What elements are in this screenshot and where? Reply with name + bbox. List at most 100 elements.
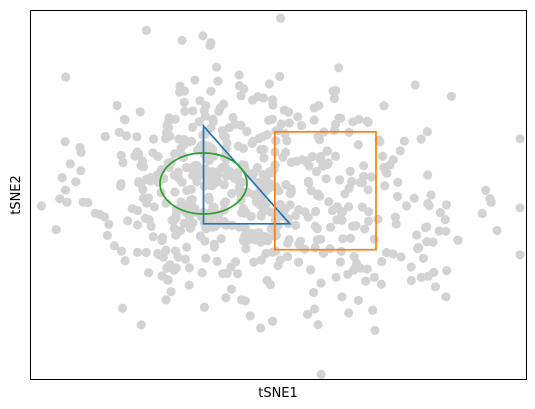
scatter-point	[359, 172, 368, 181]
scatter-point	[370, 326, 379, 335]
scatter-point	[300, 156, 309, 165]
scatter-point	[310, 115, 319, 124]
scatter-point	[423, 170, 432, 179]
scatter-point	[182, 243, 191, 252]
scatter-point	[185, 263, 194, 272]
scatter-point	[335, 175, 344, 184]
scatter-point	[149, 134, 158, 143]
scatter-point	[249, 258, 258, 267]
scatter-point	[442, 200, 451, 209]
scatter-point	[354, 115, 363, 124]
scatter-point	[133, 220, 142, 229]
scatter-point	[367, 172, 376, 181]
scatter-point	[330, 94, 339, 103]
scatter-point	[493, 226, 502, 235]
scatter-point	[213, 177, 222, 186]
scatter-point	[389, 155, 398, 164]
scatter-point	[309, 288, 318, 297]
scatter-point	[239, 144, 248, 153]
scatter-point	[172, 214, 181, 223]
scatter-point	[144, 268, 153, 277]
scatter-point	[379, 101, 388, 110]
scatter-point	[235, 71, 244, 80]
scatter-point	[130, 151, 139, 160]
scatter-point	[141, 214, 150, 223]
scatter-point	[487, 198, 496, 207]
scatter-point	[235, 177, 244, 186]
scatter-point	[268, 95, 277, 104]
scatter-point	[170, 224, 179, 233]
scatter-point	[278, 153, 287, 162]
scatter-point	[281, 180, 290, 189]
scatter-point	[171, 115, 180, 124]
scatter-point	[354, 140, 363, 149]
scatter-point	[195, 117, 204, 126]
scatter-point	[137, 161, 146, 170]
scatter-point	[142, 26, 151, 35]
scatter-point	[287, 187, 296, 196]
scatter-point	[359, 161, 368, 170]
scatter-point	[166, 287, 175, 296]
scatter-point	[117, 179, 126, 188]
scatter-point	[132, 132, 141, 141]
scatter-point	[174, 253, 183, 262]
scatter-point	[193, 169, 202, 178]
scatter-point	[422, 222, 431, 231]
scatter-point	[188, 218, 197, 227]
scatter-point	[303, 310, 312, 319]
scatter-point	[412, 230, 421, 239]
scatter-point	[101, 132, 110, 141]
scatter-point	[323, 160, 332, 169]
scatter-point	[313, 235, 322, 244]
scatter-point	[312, 167, 321, 176]
scatter-point	[417, 135, 426, 144]
scatter-point	[153, 152, 162, 161]
scatter-point	[37, 201, 46, 210]
scatter-point	[283, 252, 292, 261]
scatter-point	[419, 254, 428, 263]
scatter-point	[348, 222, 357, 231]
scatter-point	[276, 14, 285, 23]
scatter-point	[515, 250, 524, 259]
scatter-point	[207, 144, 216, 153]
scatter-point	[213, 257, 222, 266]
scatter-point	[347, 177, 356, 186]
scatter-point	[280, 106, 289, 115]
scatter-point	[363, 265, 372, 274]
scatter-point	[174, 134, 183, 143]
scatter-point	[337, 247, 346, 256]
scatter-point	[382, 167, 391, 176]
scatter-point	[332, 273, 341, 282]
scatter-point	[269, 165, 278, 174]
scatter-point	[336, 114, 345, 123]
scatter-point	[360, 225, 369, 234]
scatter-point	[407, 276, 416, 285]
scatter-point	[313, 224, 322, 233]
scatter-point	[133, 248, 142, 257]
scatter-point	[417, 273, 426, 282]
scatter-point	[259, 170, 268, 179]
scatter-point	[268, 115, 277, 124]
scatter-point	[292, 157, 301, 166]
scatter-point	[515, 203, 524, 212]
scatter-point	[447, 92, 456, 101]
scatter-point	[294, 258, 303, 267]
scatter-point	[200, 303, 209, 312]
scatter-point	[61, 73, 70, 82]
scatter-point	[180, 98, 189, 107]
scatter-point	[402, 201, 411, 210]
scatter-point	[304, 213, 313, 222]
scatter-point	[346, 167, 355, 176]
scatter-point	[268, 317, 277, 326]
scatter-point	[377, 257, 386, 266]
scatter-point	[481, 186, 490, 195]
scatter-point	[291, 211, 300, 220]
scatter-point	[393, 192, 402, 201]
scatter-point	[364, 118, 373, 127]
scatter-point	[201, 224, 210, 233]
scatter-point	[228, 113, 237, 122]
scatter-point	[297, 121, 306, 130]
scatter-point	[206, 87, 215, 96]
scatter-point	[220, 162, 229, 171]
scatter-point	[77, 148, 86, 157]
